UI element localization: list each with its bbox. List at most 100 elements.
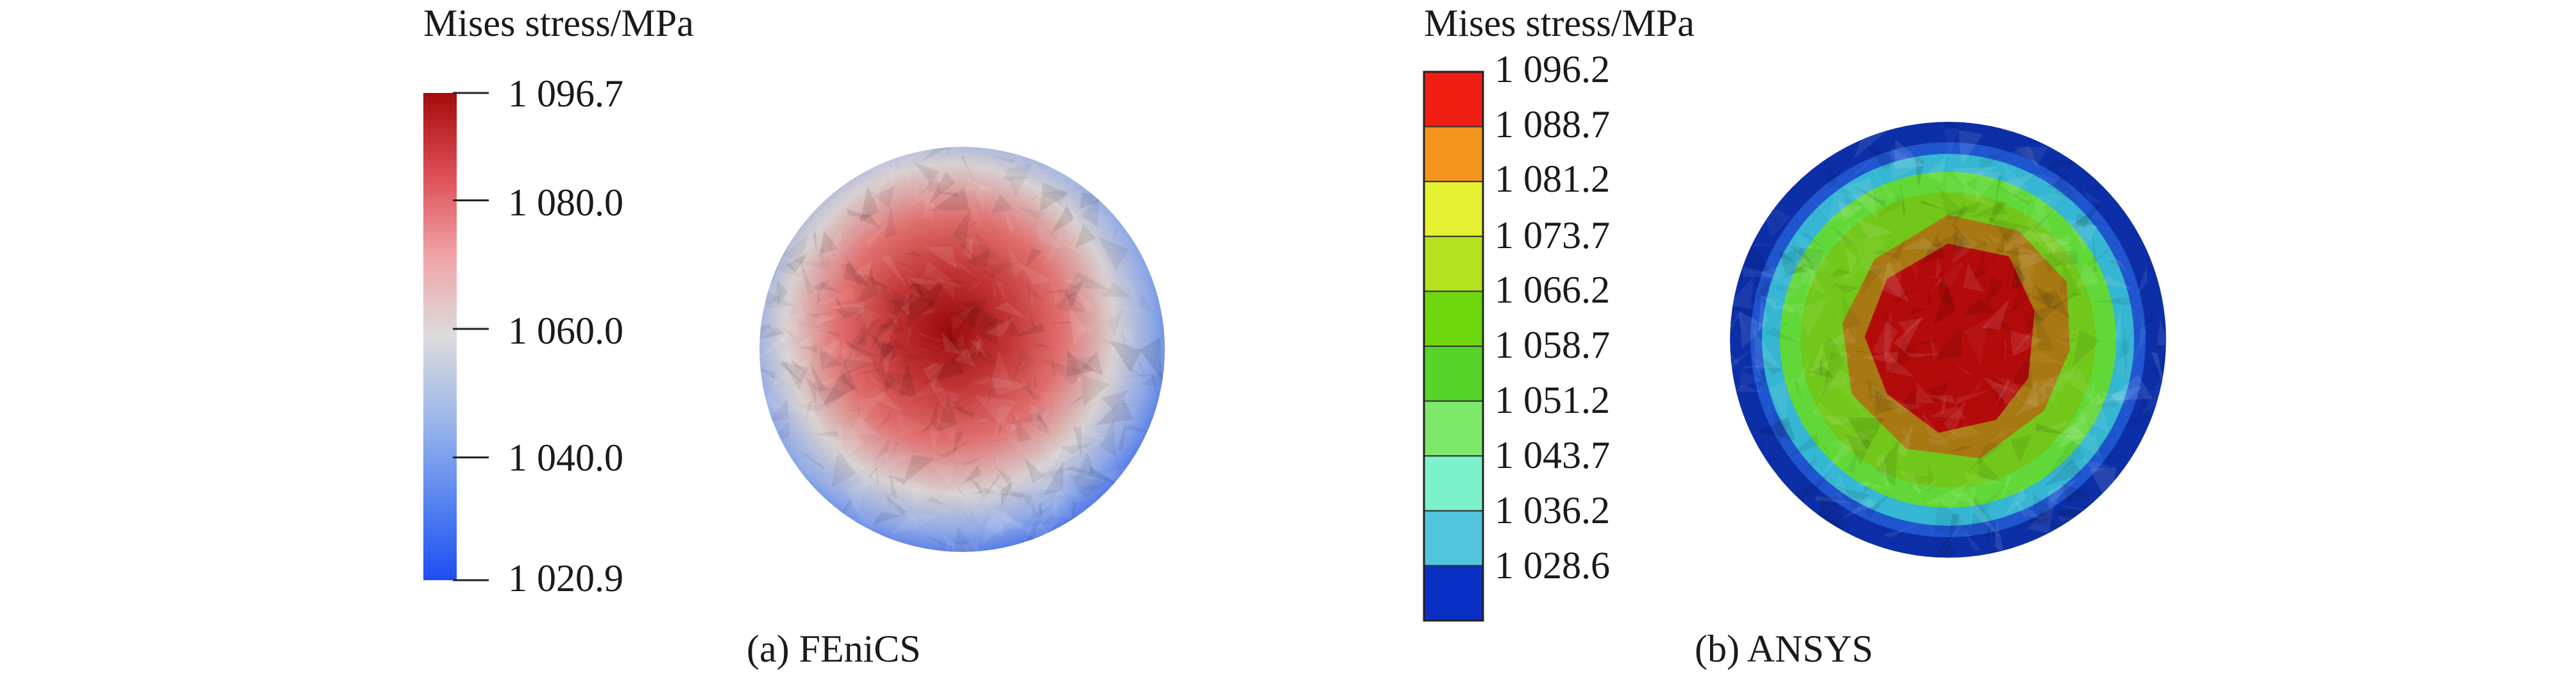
mesh-facet xyxy=(827,301,865,315)
mesh-facet xyxy=(879,339,896,365)
mesh-facet xyxy=(835,294,843,312)
mesh-facet xyxy=(1831,165,1872,178)
mesh-facet xyxy=(869,276,894,290)
mesh-facet xyxy=(860,185,879,223)
mesh-facet xyxy=(1885,402,1926,415)
mesh-facet xyxy=(1037,321,1071,324)
mesh-facet xyxy=(842,505,851,509)
mesh-facet xyxy=(809,279,831,291)
mesh-facet xyxy=(925,496,948,506)
mesh-facet xyxy=(865,160,899,174)
mesh-facet xyxy=(1026,397,1042,401)
mesh-facet xyxy=(955,347,976,367)
panel-ansys: Mises stress/MPa 1 096.2 1 088.7 1 081.2… xyxy=(1283,0,2576,677)
tick-label: 1 058.7 xyxy=(1495,324,1610,366)
mesh-facet xyxy=(1126,364,1148,379)
mesh-facet xyxy=(851,317,881,352)
mesh-facet xyxy=(959,490,1002,505)
mesh-facet xyxy=(1140,292,1155,312)
mesh-facet xyxy=(2028,421,2069,434)
mesh-facet xyxy=(1730,305,1745,333)
mesh-facet xyxy=(1968,282,2005,317)
mesh-facet xyxy=(1121,323,1126,346)
mesh-facet xyxy=(1006,244,1024,278)
mesh-facet xyxy=(951,517,959,530)
mesh-facet xyxy=(956,540,981,552)
mesh-facet xyxy=(931,338,949,344)
mesh-facet xyxy=(2027,502,2055,533)
mesh-facet xyxy=(2125,313,2157,340)
mesh-facet xyxy=(928,383,961,414)
mesh-facet xyxy=(860,272,866,287)
mesh-facet xyxy=(903,251,923,257)
mesh-facet xyxy=(787,306,813,319)
mesh-facet xyxy=(974,339,981,362)
mesh-facet xyxy=(1948,446,1972,453)
mesh-facet xyxy=(1976,320,2010,336)
mesh-facet xyxy=(1992,384,2006,412)
mesh-facet xyxy=(2032,210,2053,228)
mesh-facet xyxy=(988,435,1018,443)
mesh-facet xyxy=(1893,315,1923,352)
mesh-facet xyxy=(2054,337,2080,344)
mesh-facet xyxy=(2090,386,2113,408)
mesh-facet xyxy=(1765,428,1768,456)
mesh-facet xyxy=(1081,477,1086,498)
mesh-facet xyxy=(892,466,909,480)
mesh-facet xyxy=(2020,251,2037,262)
mesh-facet xyxy=(783,234,808,265)
mesh-facet xyxy=(1989,526,2004,556)
mesh-facet xyxy=(2059,263,2083,297)
mesh-facet xyxy=(1847,447,1858,474)
mesh-facet xyxy=(837,236,854,260)
mesh-facet xyxy=(1026,282,1046,303)
mesh-facet xyxy=(1029,405,1049,428)
mesh-facet xyxy=(1736,313,1751,346)
mesh-facet xyxy=(2044,160,2077,173)
discrete-colorbar xyxy=(1423,71,1484,622)
mesh-facet xyxy=(1032,460,1049,496)
mesh-facet xyxy=(1796,349,1813,385)
tick-label: 1 036.2 xyxy=(1495,489,1610,531)
mesh-facet xyxy=(2044,235,2071,270)
mesh-facet xyxy=(818,347,844,370)
mesh-facet xyxy=(798,346,820,354)
mesh-facet xyxy=(891,286,915,323)
mesh-facet xyxy=(786,252,809,272)
mesh-facet xyxy=(2102,275,2133,289)
mesh-facet xyxy=(1844,192,1858,214)
mesh-facet xyxy=(1991,384,2023,394)
mesh-facet xyxy=(1017,206,1047,220)
mesh-facet xyxy=(911,479,931,508)
mesh-facet xyxy=(1026,492,1044,520)
mesh-facet xyxy=(2013,261,2026,287)
mesh-facet xyxy=(974,474,1001,510)
mesh-facet xyxy=(814,287,856,305)
mesh-facet xyxy=(1922,435,1940,440)
mesh-facet xyxy=(2095,396,2123,408)
mesh-facet xyxy=(2024,302,2062,335)
mesh-facet xyxy=(1963,183,1996,208)
mesh-facet xyxy=(1892,283,1923,303)
mesh-facet xyxy=(1840,498,1876,519)
mesh-facet xyxy=(2029,377,2058,409)
mesh-facet xyxy=(2119,409,2157,431)
mesh-facet xyxy=(2040,365,2078,392)
mesh-facet xyxy=(793,403,827,413)
mesh-facet xyxy=(1076,201,1096,214)
mesh-facet xyxy=(1928,332,1939,362)
mesh-facet xyxy=(1914,155,1924,189)
mesh-facet xyxy=(1832,337,1851,363)
mesh-facet xyxy=(1817,495,1847,528)
mesh-facet xyxy=(1951,167,1997,185)
mesh-facet xyxy=(1809,365,1835,379)
mesh-facet xyxy=(1076,485,1098,490)
mesh-facet xyxy=(936,397,938,404)
mesh-facet xyxy=(1799,371,1805,393)
mesh-facet xyxy=(2002,237,2003,255)
mesh-facet xyxy=(921,534,947,547)
mesh-facet xyxy=(1938,269,1954,308)
mesh-facet xyxy=(2093,296,2132,305)
mesh-facet xyxy=(946,330,967,353)
mesh-facet xyxy=(860,385,886,412)
